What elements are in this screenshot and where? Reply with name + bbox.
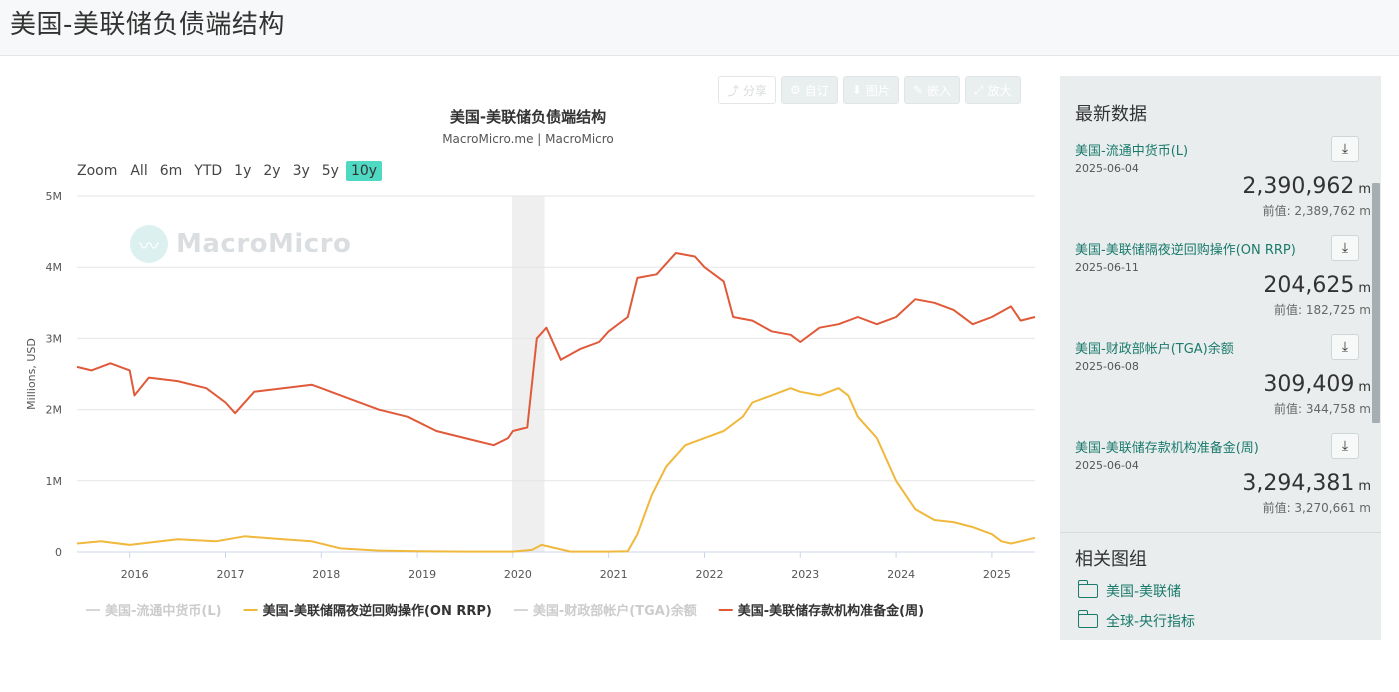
latest-data-item: 美国-美联储存款机构准备金(周) 2025-06-04 3,294,381 m 前值: … xyxy=(1060,433,1381,532)
download-icon: ⤓ xyxy=(1341,240,1349,256)
series-value: 2,390,962 m xyxy=(1242,174,1371,199)
y-tick-label: 4M xyxy=(46,261,63,274)
zoom-btn-6m[interactable]: 6m xyxy=(159,163,183,179)
download-button[interactable]: ⤓ xyxy=(1331,334,1359,360)
image-button[interactable]: ⬇ 图片 xyxy=(842,76,899,104)
series-date: 2025-06-04 xyxy=(1075,459,1139,472)
series-name-link[interactable]: 美国-美联储存款机构准备金(周) xyxy=(1075,441,1259,456)
gear-icon: ⚙ xyxy=(790,83,801,97)
series-name-link[interactable]: 美国-流通中货币(L) xyxy=(1075,144,1189,159)
y-tick-label: 0 xyxy=(55,546,62,559)
x-tick-label: 2022 xyxy=(695,568,723,581)
line-chart: 0 1M 2M 3M 4M 5M Millions, USD 2016 2017 2018 2019… xyxy=(25,190,1036,619)
page-title: 美国-美联储负债端结构 xyxy=(10,10,285,40)
x-tick-label: 2023 xyxy=(791,568,819,581)
y-tick-label: 3M xyxy=(46,332,63,345)
download-icon: ⬇ xyxy=(851,83,862,97)
x-tick-label: 2019 xyxy=(408,568,436,581)
chart-title: 美国-美联储负债端结构 xyxy=(449,108,607,126)
legend-item[interactable]: 美国-流通中货币(L) xyxy=(105,603,222,619)
download-icon: ⤓ xyxy=(1341,141,1349,157)
embed-button[interactable]: ✎ 嵌入 xyxy=(903,76,960,104)
latest-data-item: 美国-美联储隔夜逆回购操作(ON RRP) 2025-06-11 204,625 m 前… xyxy=(1060,235,1381,334)
zoom-range-selector: Zoom All 6m YTD 1y 2y 3y 5y 10y xyxy=(77,161,384,181)
sidebar: 最新数据 美国-流通中货币(L) 2025-06-04 2,390,962 m 前值: … xyxy=(1060,76,1381,640)
divider xyxy=(1060,532,1381,533)
y-tick-label: 1M xyxy=(46,475,63,488)
x-tick-label: 2025 xyxy=(983,568,1011,581)
pencil-icon: ✎ xyxy=(912,83,923,97)
zoom-button[interactable]: ⤢ 放大 xyxy=(964,76,1021,104)
download-icon: ⤓ xyxy=(1341,438,1349,454)
download-button[interactable]: ⤓ xyxy=(1331,235,1359,261)
series-date: 2025-06-04 xyxy=(1075,162,1139,175)
zoom-btn-5y[interactable]: 5y xyxy=(321,163,339,179)
recession-band xyxy=(511,196,545,552)
chart-subtitle: MacroMicro.me | MacroMicro xyxy=(442,132,614,146)
download-button[interactable]: ⤓ xyxy=(1331,433,1359,459)
chart-toolbar: ⤴ 分享 ⚙ 自订 ⬇ 图片 ✎ 嵌入 ⤢ 放大 xyxy=(718,76,1021,104)
series-line xyxy=(76,252,1036,447)
series-name-link[interactable]: 美国-财政部帐户(TGA)余额 xyxy=(1075,342,1234,357)
series-previous-value: 前值: 3,270,661 m xyxy=(1262,501,1371,515)
series-previous-value: 前值: 344,758 m xyxy=(1274,402,1371,416)
sidebar-scrollbar[interactable] xyxy=(1372,183,1380,423)
share-icon: ⤴ xyxy=(727,83,740,98)
series-date: 2025-06-08 xyxy=(1075,360,1139,373)
x-tick-label: 2024 xyxy=(887,568,915,581)
series-previous-value: 前值: 182,725 m xyxy=(1274,303,1371,317)
series-line xyxy=(76,387,1036,553)
series-previous-value: 前值: 2,389,762 m xyxy=(1262,204,1371,218)
legend-item[interactable]: 美国-财政部帐户(TGA)余额 xyxy=(533,603,697,619)
latest-data-item: 美国-财政部帐户(TGA)余额 2025-06-08 309,409 m 前值: 344… xyxy=(1060,334,1381,433)
legend-item[interactable]: 美国-美联储存款机构准备金(周) xyxy=(738,603,924,619)
watermark-text: MacroMicro xyxy=(176,229,352,259)
zoom-btn-10y[interactable]: 10y xyxy=(345,161,383,181)
folder-icon xyxy=(1077,580,1098,598)
related-group-link[interactable]: 美国-美联储 xyxy=(1060,571,1381,601)
y-tick-label: 2M xyxy=(46,404,63,417)
related-groups-heading: 相关图组 xyxy=(1075,549,1147,570)
y-axis-label: Millions, USD xyxy=(25,338,38,410)
zoom-btn-1y[interactable]: 1y xyxy=(234,163,252,179)
zoom-btn-2y[interactable]: 2y xyxy=(263,163,281,179)
series-date: 2025-06-11 xyxy=(1075,261,1139,274)
page-header: 美国-美联储负债端结构 xyxy=(0,0,1399,56)
related-groups-list: 美国-美联储 全球-央行指标 xyxy=(1060,571,1381,631)
series-value: 204,625 m xyxy=(1263,273,1371,298)
x-tick-label: 2017 xyxy=(216,568,244,581)
custom-button[interactable]: ⚙ 自订 xyxy=(781,76,838,104)
download-button[interactable]: ⤓ xyxy=(1331,136,1359,162)
latest-data-list: 美国-流通中货币(L) 2025-06-04 2,390,962 m 前值: 2,389… xyxy=(1060,136,1381,532)
zoom-btn-3y[interactable]: 3y xyxy=(292,163,310,179)
zoom-btn-all[interactable]: All xyxy=(130,163,148,179)
zoom-label: Zoom xyxy=(77,163,118,179)
x-tick-label: 2020 xyxy=(504,568,532,581)
legend-item[interactable]: 美国-美联储隔夜逆回购操作(ON RRP) xyxy=(263,603,492,619)
x-tick-label: 2021 xyxy=(600,568,628,581)
watermark: 〰 MacroMicro xyxy=(130,225,351,263)
x-tick-label: 2016 xyxy=(121,568,149,581)
related-group-link[interactable]: 全球-央行指标 xyxy=(1060,601,1381,631)
series-value: 3,294,381 m xyxy=(1242,471,1371,496)
zoom-btn-ytd[interactable]: YTD xyxy=(194,163,223,179)
folder-icon xyxy=(1077,610,1098,628)
y-tick-label: 5M xyxy=(46,190,63,203)
latest-data-heading: 最新数据 xyxy=(1075,104,1147,125)
download-icon: ⤓ xyxy=(1341,339,1349,355)
latest-data-item: 美国-流通中货币(L) 2025-06-04 2,390,962 m 前值: 2,389… xyxy=(1060,136,1381,235)
macromicro-logo-icon: 〰 xyxy=(130,225,168,263)
series-name-link[interactable]: 美国-美联储隔夜逆回购操作(ON RRP) xyxy=(1075,243,1296,258)
expand-icon: ⤢ xyxy=(973,82,984,97)
series-value: 309,409 m xyxy=(1263,372,1371,397)
share-button[interactable]: ⤴ 分享 xyxy=(718,76,777,104)
x-tick-label: 2018 xyxy=(312,568,340,581)
